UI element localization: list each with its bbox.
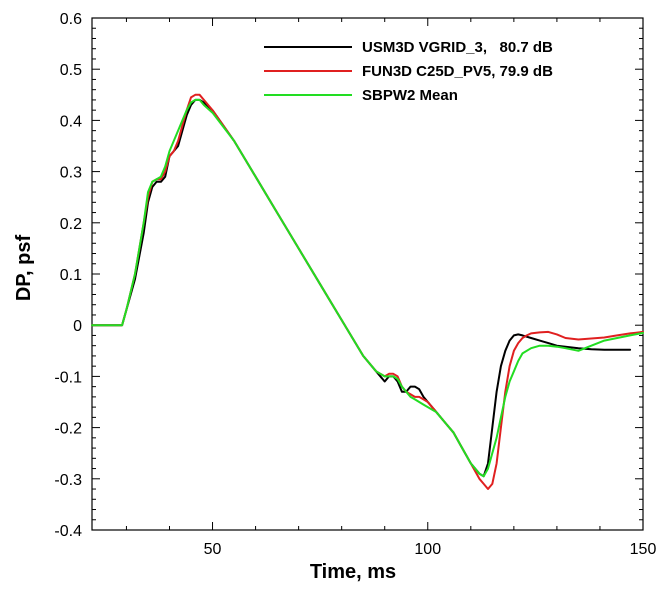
series-line-1: [91, 98, 632, 478]
y-tick-label: -0.2: [54, 421, 82, 438]
y-tick-label: 0.3: [60, 165, 82, 182]
y-tick-label: 0: [73, 318, 82, 335]
y-tick-label: 0.5: [60, 62, 82, 79]
x-axis-title: Time, ms: [310, 561, 396, 583]
legend: USM3D VGRID_3, 80.7 dB FUN3D C25D_PV5, 79…: [264, 39, 553, 104]
y-tick-label: 0.1: [60, 267, 82, 284]
x-tick-label: 100: [414, 541, 441, 558]
legend-label: FUN3D C25D_PV5, 79.9 dB: [362, 63, 553, 80]
y-tick-label: -0.4: [54, 523, 82, 540]
series-layer: [91, 93, 644, 490]
y-tick-label: -0.3: [54, 472, 82, 489]
y-tick-label: 0.4: [60, 113, 82, 130]
x-tick-label: 150: [630, 541, 657, 558]
y-tick-label: 0.6: [60, 11, 82, 28]
y-tick-label: -0.1: [54, 369, 82, 386]
y-axis-ticks: -0.4 -0.3 -0.2 -0.1 0 0.1 0.2 0.3 0.4 0.5 0.6: [54, 11, 643, 540]
legend-label: SBPW2 Mean: [362, 87, 458, 104]
series-line-2: [91, 93, 644, 490]
x-tick-label: 50: [204, 541, 222, 558]
y-axis-title: DP, psf: [13, 235, 35, 302]
x-axis-ticks: 50 100 150: [125, 18, 657, 558]
y-tick-label: 0.2: [60, 216, 82, 233]
series-line-3: [91, 98, 644, 478]
legend-label: USM3D VGRID_3, 80.7 dB: [362, 39, 553, 56]
